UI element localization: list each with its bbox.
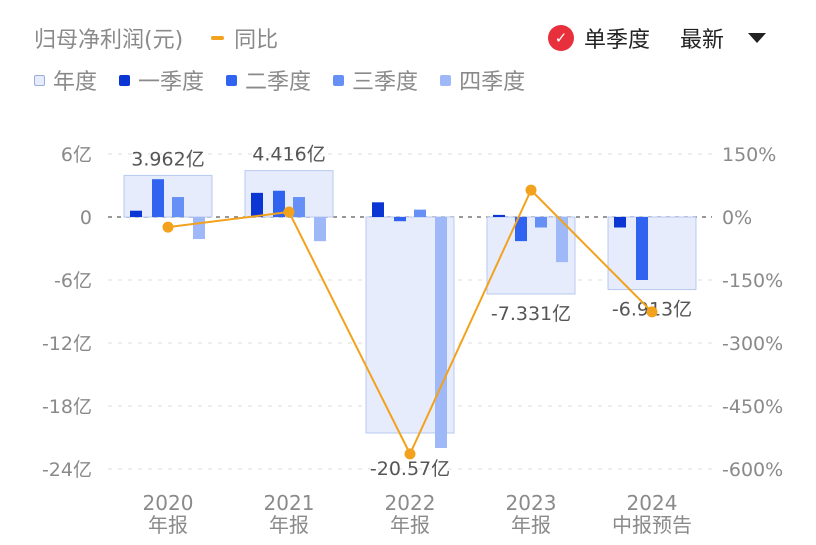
annual-data-label: 4.416亿 (252, 144, 325, 166)
annual-data-label: -7.331亿 (491, 303, 571, 325)
yoy-point (162, 221, 174, 233)
x-tick-label: 2024 (627, 491, 678, 515)
legend-swatch (119, 74, 131, 86)
check-circle-icon[interactable]: ✓ (548, 25, 574, 51)
annual-bar (123, 174, 213, 218)
yoy-legend-swatch (211, 36, 225, 40)
x-tick-label: 年报 (511, 513, 551, 537)
legend-label: 年度 (53, 70, 98, 95)
legend: 年度 一季度 二季度 三季度 四季度 (34, 64, 547, 96)
x-tick-label: 2022 (385, 491, 436, 515)
quarter-bar (372, 202, 384, 217)
controls: ✓ 单季度 最新 (548, 22, 767, 54)
y-right-tick-label: -450% (722, 396, 783, 418)
legend-swatch (226, 74, 238, 86)
legend-swatch (34, 74, 45, 86)
legend-item-q3[interactable]: 三季度 (333, 64, 418, 96)
quarter-bar (152, 179, 164, 217)
legend-swatch (333, 74, 345, 86)
legend-label: 四季度 (459, 70, 526, 95)
legend-item-q2[interactable]: 二季度 (226, 64, 311, 96)
quarter-bar (636, 217, 648, 280)
y-left-tick-label: -12亿 (42, 333, 92, 355)
quarter-bar (493, 214, 505, 217)
legend-item-q1[interactable]: 一季度 (119, 64, 204, 96)
x-tick-label: 2020 (143, 491, 194, 515)
chart-title: 归母净利润(元) (34, 28, 184, 53)
y-left-tick-label: 6亿 (61, 144, 92, 166)
quarter-bar (515, 217, 527, 242)
quarter-bar (556, 217, 568, 263)
quarter-bar (130, 210, 142, 217)
y-left-tick-label: -18亿 (42, 396, 92, 418)
y-left-tick-label: 0 (80, 207, 92, 229)
x-tick-label: 中报预告 (612, 513, 692, 537)
single-quarter-toggle[interactable]: 单季度 (584, 28, 651, 53)
x-tick-label: 年报 (390, 513, 430, 537)
annual-bar (607, 216, 697, 291)
legend-label: 二季度 (245, 70, 312, 95)
y-right-tick-label: -300% (722, 333, 783, 355)
y-right-tick-label: 150% (722, 144, 776, 166)
quarter-bar (273, 190, 285, 217)
yoy-point (646, 306, 658, 318)
quarter-bar (535, 217, 547, 228)
y-right-tick-label: -600% (722, 459, 783, 481)
x-tick-label: 2021 (264, 491, 315, 515)
quarter-bar (293, 197, 305, 217)
chart-header: 归母净利润(元) 同比 (34, 22, 278, 54)
legend-label: 三季度 (352, 70, 419, 95)
yoy-point (404, 448, 416, 460)
quarter-bar (193, 217, 205, 240)
period-select[interactable]: 最新 (680, 28, 725, 53)
quarter-bar (251, 192, 263, 217)
quarter-bar (435, 217, 447, 448)
caret-down-icon[interactable] (748, 33, 767, 43)
quarter-bar (614, 217, 626, 228)
y-left-tick-label: -6亿 (54, 270, 92, 292)
quarter-bar (414, 209, 426, 217)
yoy-point (525, 184, 537, 196)
quarter-bar (172, 197, 184, 217)
y-right-tick-label: -150% (722, 270, 783, 292)
legend-item-annual[interactable]: 年度 (34, 64, 97, 96)
legend-swatch (440, 74, 452, 86)
x-tick-label: 年报 (148, 513, 188, 537)
yoy-point (283, 206, 295, 218)
legend-item-q4[interactable]: 四季度 (440, 64, 525, 96)
annual-data-label: -20.57亿 (370, 458, 450, 480)
yoy-legend-label[interactable]: 同比 (234, 28, 279, 53)
annual-data-label: 3.962亿 (131, 148, 204, 170)
y-left-tick-label: -24亿 (42, 459, 92, 481)
quarter-bar (314, 217, 326, 242)
y-right-tick-label: 0% (722, 207, 752, 229)
legend-label: 一季度 (138, 70, 205, 95)
x-tick-label: 年报 (269, 513, 309, 537)
x-tick-label: 2023 (506, 491, 557, 515)
quarter-bar (394, 217, 406, 222)
